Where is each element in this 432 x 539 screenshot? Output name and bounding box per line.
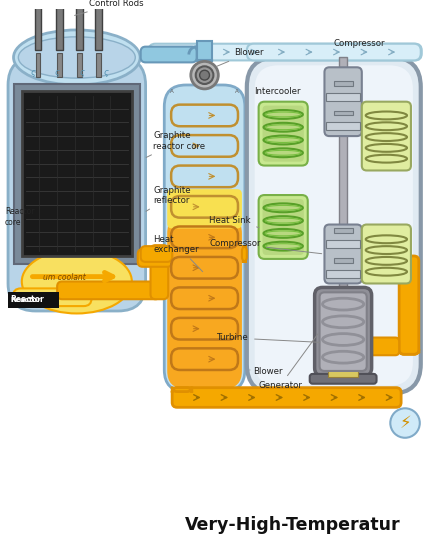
Bar [328, 322, 358, 330]
FancyBboxPatch shape [324, 225, 362, 284]
FancyBboxPatch shape [242, 246, 247, 262]
FancyBboxPatch shape [362, 225, 411, 284]
Bar [77, 52, 82, 77]
Bar [334, 229, 353, 233]
Text: Reactor
core: Reactor core [5, 207, 35, 226]
Text: ⚡: ⚡ [399, 414, 411, 432]
Bar [327, 240, 360, 248]
FancyBboxPatch shape [150, 245, 168, 299]
Text: ς: ς [55, 68, 60, 77]
Text: um coolant: um coolant [43, 273, 86, 281]
Text: Very-High-Temperatur: Very-High-Temperatur [185, 516, 401, 534]
Text: Control Rods: Control Rods [75, 0, 143, 16]
FancyBboxPatch shape [57, 281, 160, 299]
Text: Graphite
reactor core: Graphite reactor core [146, 132, 206, 157]
FancyBboxPatch shape [247, 58, 421, 393]
FancyBboxPatch shape [164, 85, 245, 392]
Text: Heat Sink: Heat Sink [210, 216, 259, 227]
FancyBboxPatch shape [310, 374, 377, 384]
Text: A: A [170, 89, 174, 94]
Circle shape [200, 70, 210, 80]
FancyBboxPatch shape [259, 195, 308, 259]
FancyBboxPatch shape [399, 256, 419, 354]
FancyBboxPatch shape [172, 388, 401, 407]
FancyBboxPatch shape [323, 313, 364, 382]
Text: Heat
exchanger: Heat exchanger [153, 234, 203, 272]
FancyBboxPatch shape [138, 249, 172, 267]
Bar [35, 0, 41, 50]
Ellipse shape [22, 250, 132, 314]
FancyBboxPatch shape [13, 288, 92, 306]
FancyBboxPatch shape [149, 44, 422, 60]
Text: Reactor: Reactor [10, 295, 44, 304]
Text: Generator: Generator [259, 334, 318, 390]
FancyBboxPatch shape [362, 102, 411, 170]
FancyBboxPatch shape [320, 292, 367, 371]
FancyBboxPatch shape [255, 65, 413, 386]
FancyBboxPatch shape [314, 287, 372, 376]
FancyBboxPatch shape [141, 246, 172, 262]
FancyBboxPatch shape [259, 102, 308, 165]
FancyBboxPatch shape [263, 106, 304, 162]
Bar [95, 0, 102, 50]
FancyBboxPatch shape [8, 58, 146, 311]
Bar [339, 58, 347, 369]
Bar [328, 369, 358, 377]
FancyBboxPatch shape [247, 44, 421, 60]
Bar [327, 270, 360, 278]
Bar [22, 91, 132, 256]
Bar [327, 93, 360, 101]
Ellipse shape [18, 37, 135, 78]
Bar [35, 52, 41, 77]
Text: Blower: Blower [250, 367, 282, 376]
Circle shape [390, 409, 420, 438]
Bar [197, 41, 213, 60]
Text: Graphite
reflector: Graphite reflector [146, 185, 191, 211]
Text: Intercooler: Intercooler [254, 87, 300, 96]
Bar [56, 0, 63, 50]
Text: ς: ς [104, 68, 109, 77]
Bar [324, 345, 362, 353]
Text: Blower: Blower [217, 49, 264, 66]
Bar [327, 357, 360, 365]
Bar [96, 52, 102, 77]
FancyBboxPatch shape [399, 348, 419, 354]
Circle shape [191, 61, 218, 89]
Bar [8, 292, 59, 308]
Bar [8, 292, 59, 308]
Text: ς: ς [30, 68, 35, 77]
Text: Compressor: Compressor [210, 239, 322, 254]
Bar [57, 52, 62, 77]
Bar [74, 0, 85, 3]
Text: ς: ς [79, 68, 84, 77]
Bar [334, 81, 353, 86]
FancyBboxPatch shape [141, 47, 197, 63]
Ellipse shape [13, 30, 140, 85]
Bar [54, 0, 65, 3]
FancyBboxPatch shape [172, 386, 192, 392]
Bar [93, 0, 105, 3]
Bar [327, 122, 360, 130]
Bar [76, 0, 83, 50]
FancyBboxPatch shape [364, 337, 399, 355]
Bar [327, 334, 360, 342]
Text: A: A [235, 89, 239, 94]
Text: Reactor: Reactor [10, 297, 41, 303]
Bar [334, 110, 353, 115]
FancyBboxPatch shape [263, 199, 304, 255]
Bar [14, 84, 140, 264]
FancyBboxPatch shape [167, 216, 242, 389]
FancyBboxPatch shape [324, 67, 362, 136]
FancyBboxPatch shape [167, 189, 242, 229]
Bar [197, 60, 213, 61]
Text: Compressor: Compressor [334, 39, 385, 47]
Bar [32, 0, 43, 3]
Bar [334, 258, 353, 263]
Circle shape [196, 66, 213, 84]
Text: Turbine: Turbine [217, 334, 320, 342]
